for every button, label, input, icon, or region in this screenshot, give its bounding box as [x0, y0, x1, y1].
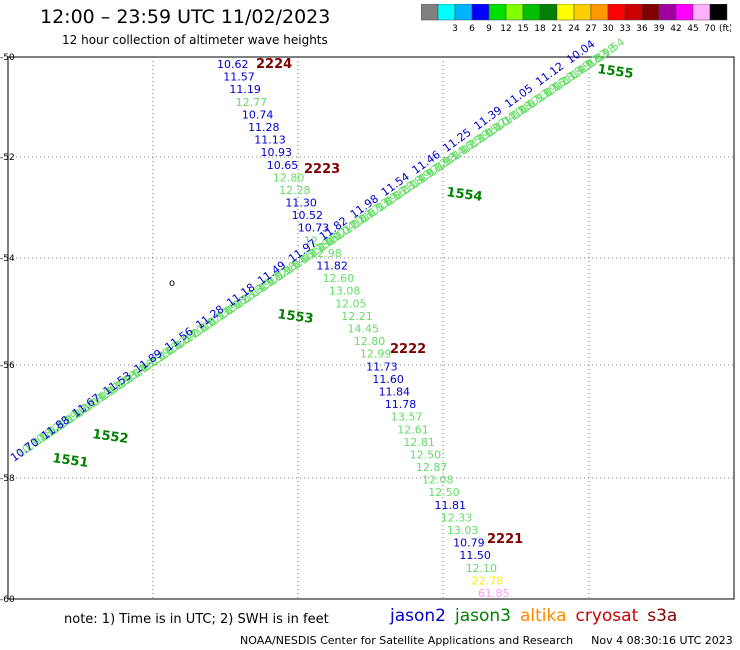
pass-time-label: 1554	[445, 185, 483, 205]
swh-label: 11.82	[316, 260, 348, 273]
swh-label: 12.98	[310, 247, 342, 260]
swh-label: 12.61	[397, 423, 429, 436]
scale-label: 39	[653, 24, 665, 34]
swh-label: 10.62	[217, 58, 249, 71]
swh-label: 12.81	[403, 436, 435, 449]
credit-text: NOAA/NESDIS Center for Satellite Applica…	[240, 634, 574, 647]
y-tick-label: -56	[0, 361, 15, 371]
y-tick-label: -50	[0, 53, 15, 63]
swh-label: 12.33	[441, 511, 473, 524]
swh-label: 12.38	[304, 234, 336, 247]
pass-time-label: 2223	[304, 162, 340, 177]
footer-note: note: 1) Time is in UTC; 2) SWH is in fe…	[64, 612, 329, 627]
page-subtitle: 12 hour collection of altimeter wave hei…	[62, 33, 328, 47]
swh-label: 10.65	[267, 159, 299, 172]
scale-label: 3	[452, 24, 458, 34]
scale-label: 21	[551, 24, 562, 34]
swh-label: 10.73	[298, 222, 330, 235]
swh-label: 11.73	[366, 360, 398, 373]
swh-label: 11.60	[372, 373, 404, 386]
scale-label: 6	[469, 24, 475, 34]
legend-cryosat: cryosat	[575, 606, 639, 626]
swh-label: 11.78	[385, 398, 417, 411]
swh-label: 11.13	[254, 134, 285, 147]
swh-label: 12.21	[341, 310, 373, 323]
swh-label: 12.05	[335, 297, 367, 310]
swh-label: 22.78	[472, 574, 504, 587]
swh-label: 11.81	[435, 499, 467, 512]
credit-line: NOAA/NESDIS Center for Satellite Applica…	[240, 634, 733, 647]
pass-time-label: 1551	[51, 451, 89, 471]
scale-label: 33	[619, 24, 630, 34]
swh-label: 12.80	[354, 335, 386, 348]
swh-label: 10.52	[292, 209, 324, 222]
scale-label: 12	[500, 24, 511, 34]
swh-label: 12.77	[236, 96, 268, 109]
scale-label: 18	[534, 24, 546, 34]
swh-label: 12.10	[466, 562, 498, 575]
legend-jason2: jason2	[390, 606, 446, 626]
y-tick-label: -58	[0, 474, 15, 484]
swh-label: 12.80	[273, 171, 305, 184]
swh-label: 61.85	[478, 587, 510, 600]
pass-time-label: 1555	[596, 62, 634, 82]
swh-label: 12.99	[360, 348, 392, 361]
scale-label: 30	[602, 24, 614, 34]
satellite-legend: jason2 jason3 altika cryosat s3a	[390, 606, 686, 626]
swh-label: 12.50	[428, 486, 460, 499]
scale-unit: (ft)	[719, 24, 731, 34]
pass-time-label: 2224	[256, 57, 292, 72]
scale-label: 9	[486, 24, 492, 34]
timestamp: Nov 4 08:30:16 UTC 2023	[591, 634, 733, 647]
scale-label: 27	[585, 24, 596, 34]
swh-label: 11.50	[459, 549, 491, 562]
swh-label: 13.03	[447, 524, 479, 537]
swh-label: 11.19	[229, 83, 261, 96]
scale-label: 42	[670, 24, 681, 34]
scale-label: 45	[687, 24, 698, 34]
map-frame	[7, 56, 735, 600]
swh-label: 11.57	[223, 71, 255, 84]
scale-label: 36	[636, 24, 648, 34]
y-tick-label: -54	[0, 254, 15, 264]
swh-label: 11.28	[248, 121, 279, 134]
swh-label: 11.84	[379, 385, 411, 398]
pass-time-label: 2221	[487, 532, 523, 547]
scale-label: 15	[517, 24, 528, 34]
scale-label: 70	[704, 24, 716, 34]
swh-label: 12.28	[279, 184, 311, 197]
swh-label: 11.30	[285, 197, 317, 210]
pass-time-label: 1552	[91, 427, 129, 447]
swh-label: 13.57	[391, 411, 423, 424]
legend-s3a: s3a	[647, 606, 678, 626]
swh-label: 12.50	[410, 448, 442, 461]
pass-time-label: 1553	[276, 307, 314, 327]
swh-label: 10.79	[453, 537, 485, 550]
swh-label: 12.08	[422, 474, 454, 487]
altimeter-map: 03691215-50-52-54-56-58-60o10.6211.5711.…	[0, 35, 735, 605]
swh-label-overlap: 11.54	[594, 35, 627, 64]
swh-label: 14.45	[348, 323, 380, 336]
swh-label: 13.08	[329, 285, 361, 298]
pass-time-label: 2222	[390, 342, 426, 357]
page-title: 12:00 – 23:59 UTC 11/02/2023	[40, 6, 331, 28]
swh-label: 12.60	[323, 272, 355, 285]
legend-altika: altika	[520, 606, 567, 626]
legend-jason3: jason3	[455, 606, 511, 626]
swh-label: 12.87	[416, 461, 448, 474]
y-tick-label: -52	[0, 153, 15, 163]
graticule	[8, 57, 734, 599]
scale-label: 24	[568, 24, 580, 34]
stray-mark: o	[169, 278, 175, 289]
swh-label: 10.74	[242, 108, 274, 121]
scale-bin	[709, 4, 728, 21]
y-tick-label: -60	[0, 595, 15, 605]
swh-label: 10.93	[261, 146, 293, 159]
